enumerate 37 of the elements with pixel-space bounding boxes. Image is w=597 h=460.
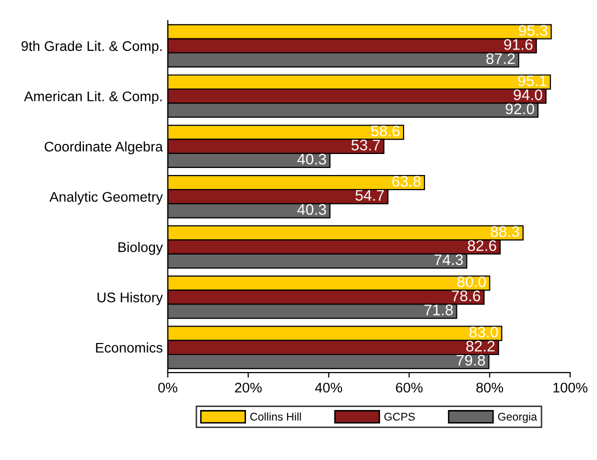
legend-label: GCPS: [384, 412, 415, 421]
x-tick-label: 60%: [396, 382, 423, 393]
data-label: 95.1: [518, 75, 546, 86]
data-label: 54.7: [356, 190, 384, 201]
y-tick-label: 9th Grade Lit. & Comp.: [22, 40, 162, 54]
x-tick-label: 40%: [315, 382, 342, 393]
data-label: 40.3: [297, 154, 326, 165]
y-tick-label: Analytic Geometry: [49, 192, 163, 205]
data-label: 78.6: [452, 290, 480, 302]
y-tick-label: Coordinate Algebra: [44, 141, 163, 154]
legend-label: Georgia: [498, 412, 538, 423]
y-tick-label: US History: [98, 292, 163, 306]
data-label: 74.3: [434, 254, 463, 266]
data-label: 83.0: [469, 326, 498, 338]
data-label: 91.6: [504, 39, 532, 50]
data-label: 71.8: [424, 304, 453, 316]
x-tick-label: 20%: [235, 382, 262, 393]
data-label: 82.6: [468, 240, 496, 252]
data-label: 94.0: [514, 89, 542, 100]
y-tick-label: Economics: [96, 342, 162, 353]
data-label: 58.6: [371, 126, 400, 136]
data-label: 95.3: [518, 25, 548, 36]
data-label: 53.7: [351, 140, 380, 150]
y-tick-label: American Lit. & Comp.: [24, 91, 162, 104]
y-tick-label: Biology: [118, 242, 163, 255]
x-tick-label: 0%: [158, 382, 178, 393]
data-label: 63.8: [392, 176, 421, 187]
data-label: 92.0: [506, 103, 534, 114]
data-label: 88.3: [490, 226, 520, 237]
data-label: 80.0: [457, 276, 486, 288]
legend-label: Collins Hill: [250, 412, 301, 421]
x-tick-label: 100%: [553, 382, 588, 393]
data-label: 79.8: [456, 354, 485, 366]
x-tick-label: 80%: [476, 382, 504, 393]
data-label: 82.2: [466, 340, 495, 352]
data-label: 40.3: [297, 204, 326, 215]
data-label: 87.2: [486, 53, 515, 64]
